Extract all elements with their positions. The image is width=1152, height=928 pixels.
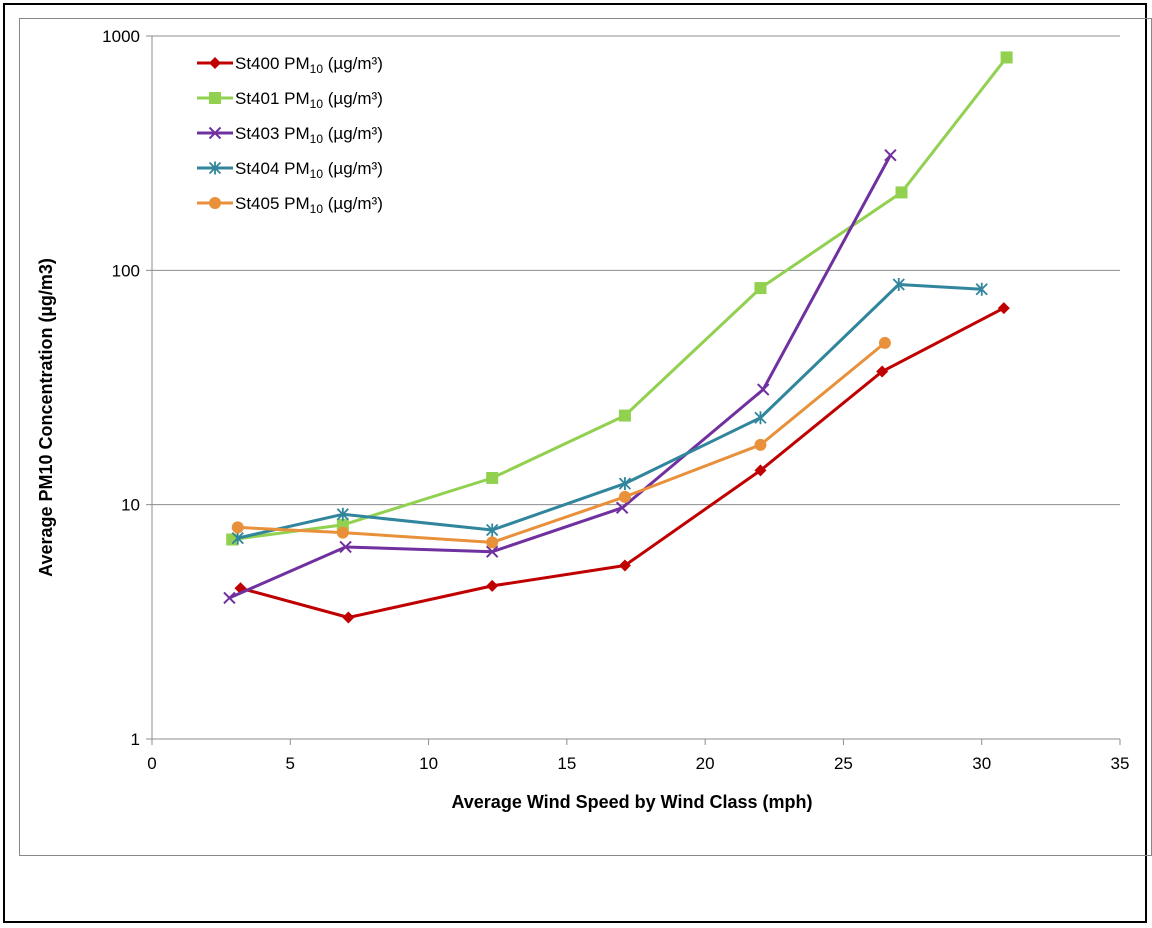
diamond-marker <box>209 57 221 69</box>
asterisk-marker <box>231 531 244 545</box>
diamond-marker <box>754 464 767 477</box>
series-line <box>237 341 886 544</box>
diamond-marker <box>342 611 355 624</box>
legend-label: St404 PM10 (µg/m³) <box>235 159 383 181</box>
y-tick-label: 100 <box>112 261 140 280</box>
x-marker <box>884 148 897 162</box>
square-marker <box>618 409 631 422</box>
asterisk-marker <box>486 523 499 537</box>
legend-label: St400 PM10 (µg/m³) <box>235 54 383 76</box>
legend: St400 PM10 (µg/m³) St401 PM10 (µg/m³) St40… <box>197 54 383 216</box>
circle-marker <box>618 490 631 503</box>
circle-marker <box>336 526 349 539</box>
legend-label: St401 PM10 (µg/m³) <box>235 89 383 111</box>
square-marker <box>1000 51 1013 64</box>
legend-item: St403 PM10 (µg/m³) <box>197 124 383 146</box>
circle-marker <box>754 438 767 451</box>
x-tick-label: 25 <box>834 754 853 773</box>
x-marker <box>757 383 770 396</box>
diamond-marker <box>486 579 499 592</box>
square-marker <box>895 186 908 199</box>
series-st400 <box>234 302 1010 624</box>
square-marker <box>486 471 499 484</box>
x-axis-title: Average Wind Speed by Wind Class (mph) <box>451 792 812 812</box>
asterisk-marker <box>975 282 988 296</box>
circle-marker <box>878 336 891 349</box>
x-tick-label: 20 <box>696 754 715 773</box>
x-tick-label: 0 <box>147 754 156 773</box>
diamond-marker <box>997 302 1010 315</box>
legend-item: St405 PM10 (µg/m³) <box>197 194 383 216</box>
asterisk-marker <box>754 411 767 425</box>
series-line <box>228 154 892 600</box>
y-tick-label: 1 <box>131 730 140 749</box>
x-marker <box>615 501 629 514</box>
x-marker <box>223 591 236 605</box>
series-layer <box>223 51 1013 624</box>
x-marker <box>485 545 499 558</box>
asterisk-marker <box>618 477 632 491</box>
x-marker <box>208 126 222 140</box>
asterisk-marker <box>336 507 349 521</box>
circle-marker <box>231 521 244 534</box>
y-tick-label: 10 <box>121 496 140 515</box>
y-axis-title: Average PM10 Concentration (µg/m3) <box>36 258 56 577</box>
circle-marker <box>209 197 221 209</box>
legend-label: St403 PM10 (µg/m³) <box>235 124 383 146</box>
diamond-marker <box>618 559 631 572</box>
square-marker <box>209 92 221 104</box>
x-tick-label: 10 <box>419 754 438 773</box>
axis-layer: 1 10 100 1000 0 5 10 15 20 25 30 35 <box>102 27 1129 773</box>
series-line <box>240 306 1005 619</box>
series-st401 <box>226 51 1013 546</box>
asterisk-marker <box>208 161 222 175</box>
x-tick-label: 30 <box>972 754 991 773</box>
legend-label: St405 PM10 (µg/m³) <box>235 194 383 216</box>
series-st403 <box>223 148 897 605</box>
legend-item: St404 PM10 (µg/m³) <box>197 159 383 181</box>
legend-item: St401 PM10 (µg/m³) <box>197 89 383 111</box>
x-tick-label: 15 <box>557 754 576 773</box>
series-st405 <box>231 336 891 549</box>
series-st404 <box>231 278 988 545</box>
y-tick-label: 1000 <box>102 27 140 46</box>
circle-marker <box>486 536 499 549</box>
grid-layer <box>152 35 1120 506</box>
asterisk-marker <box>892 278 905 292</box>
square-marker <box>754 282 767 295</box>
x-marker <box>339 540 352 554</box>
series-line <box>237 283 982 540</box>
legend-item: St400 PM10 (µg/m³) <box>197 54 383 76</box>
x-tick-label: 5 <box>286 754 295 773</box>
diamond-marker <box>876 365 889 378</box>
figure-outer-border <box>3 3 1147 923</box>
x-tick-label: 35 <box>1111 754 1130 773</box>
